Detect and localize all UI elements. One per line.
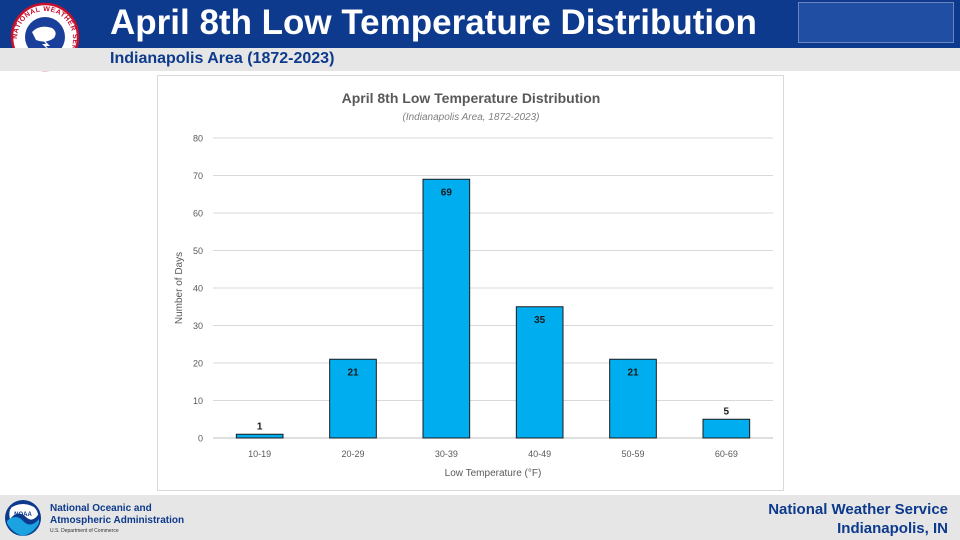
x-tick-label: 30-39	[435, 449, 458, 459]
x-tick-label: 40-49	[528, 449, 551, 459]
office-name-line1: National Weather Service	[768, 501, 948, 518]
header-box	[798, 2, 954, 43]
bar	[235, 433, 284, 439]
data-label: 69	[441, 187, 453, 198]
y-tick-label: 70	[193, 171, 203, 181]
data-label: 5	[724, 406, 730, 417]
office-name: National Weather Service Indianapolis, I…	[768, 500, 948, 538]
header-bar: April 8th Low Temperature Distribution	[0, 0, 960, 48]
bar	[422, 178, 471, 439]
y-axis-label: Number of Days	[174, 252, 185, 324]
data-label: 1	[257, 421, 263, 432]
noaa-logo: NOAA	[5, 500, 41, 536]
chart-subtitle: (Indianapolis Area, 1872-2023)	[403, 112, 540, 123]
chart-title: April 8th Low Temperature Distribution	[342, 90, 601, 106]
x-tick-label: 10-19	[248, 449, 271, 459]
subtitle-bar: Indianapolis Area (1872-2023)	[0, 48, 960, 71]
x-tick-label: 60-69	[715, 449, 738, 459]
noaa-name-line2: Atmospheric Administration	[50, 515, 185, 526]
page-subtitle: Indianapolis Area (1872-2023)	[110, 50, 335, 67]
data-label: 21	[627, 367, 639, 378]
bar	[329, 358, 377, 439]
bar	[702, 418, 751, 439]
chart-frame: April 8th Low Temperature Distribution (I…	[157, 75, 784, 491]
y-tick-label: 50	[193, 246, 203, 256]
y-tick-label: 40	[193, 284, 203, 294]
x-axis-label: Low Temperature (°F)	[445, 468, 542, 479]
x-tick-label: 50-59	[621, 449, 644, 459]
office-name-line2: Indianapolis, IN	[837, 520, 948, 537]
y-tick-label: 0	[198, 434, 203, 444]
bar	[609, 358, 657, 439]
bar-chart: April 8th Low Temperature Distribution (I…	[174, 90, 773, 479]
data-label: 21	[347, 367, 359, 378]
noaa-logo-text: NOAA	[14, 512, 32, 518]
y-tick-label: 80	[193, 134, 203, 144]
y-tick-label: 30	[193, 321, 203, 331]
bar	[515, 306, 564, 439]
x-tick-label: 20-29	[341, 449, 364, 459]
y-tick-label: 20	[193, 359, 203, 369]
noaa-name: National Oceanic and Atmospheric Adminis…	[50, 503, 184, 527]
y-tick-label: 60	[193, 209, 203, 219]
data-label: 35	[534, 315, 546, 326]
noaa-department: U.S. Department of Commerce	[50, 528, 119, 534]
page-title: April 8th Low Temperature Distribution	[110, 3, 757, 42]
footer-bar: NOAA National Oceanic and Atmospheric Ad…	[0, 495, 960, 540]
noaa-name-line1: National Oceanic and	[50, 503, 152, 514]
y-tick-label: 10	[193, 396, 203, 406]
